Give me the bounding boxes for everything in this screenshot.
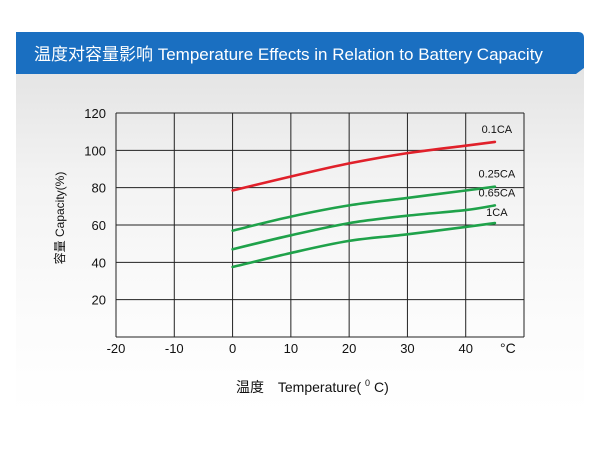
y-tick-label: 100 <box>84 143 106 158</box>
series-label-1ca: 1CA <box>486 207 508 219</box>
series-label-0-1ca: 0.1CA <box>482 124 513 136</box>
x-tick-label: 10 <box>284 341 298 356</box>
series-line-0-1ca <box>231 140 497 192</box>
title-banner: 温度对容量影响 Temperature Effects in Relation … <box>16 32 584 74</box>
x-tick-label: 0 <box>229 341 236 356</box>
x-tick-label: 20 <box>342 341 356 356</box>
x-axis-label-degree: 0 <box>365 378 370 388</box>
x-axis-label-unit: C) <box>374 379 389 395</box>
series-line-0-65ca <box>231 204 497 251</box>
x-tick-label: 40 <box>458 341 472 356</box>
y-axis-label: 容量 Capacity(%) <box>52 172 67 265</box>
series-line-0-25ca <box>231 185 497 232</box>
y-tick-label: 120 <box>84 106 106 121</box>
title-banner-shape <box>16 32 584 74</box>
y-tick-label: 80 <box>92 181 106 196</box>
y-tick-label: 40 <box>92 255 106 270</box>
y-axis-ticks: 20 40 60 80 100 120 <box>84 106 106 308</box>
x-axis-label: 温度 Temperature( 0 C) <box>236 373 389 395</box>
y-tick-label: 20 <box>92 293 106 308</box>
x-tick-label: -20 <box>107 341 126 356</box>
x-axis-ticks: -20 -10 0 10 20 30 40 <box>107 341 473 356</box>
chart-title: 温度对容量影响 Temperature Effects in Relation … <box>34 45 543 64</box>
series-label-0-25ca: 0.25CA <box>479 169 516 181</box>
x-tick-label: 30 <box>400 341 414 356</box>
x-unit-label: °C <box>500 340 516 356</box>
chart-series: 0.1CA 0.25CA 0.65CA 1CA <box>231 124 516 269</box>
chart-grid <box>115 112 525 338</box>
x-tick-label: -10 <box>165 341 184 356</box>
series-line-1ca <box>231 221 497 269</box>
y-tick-label: 60 <box>92 218 106 233</box>
x-axis-label-en: Temperature( <box>278 379 362 395</box>
series-label-0-65ca: 0.65CA <box>479 187 516 199</box>
x-axis-label-cn: 温度 <box>236 379 264 395</box>
